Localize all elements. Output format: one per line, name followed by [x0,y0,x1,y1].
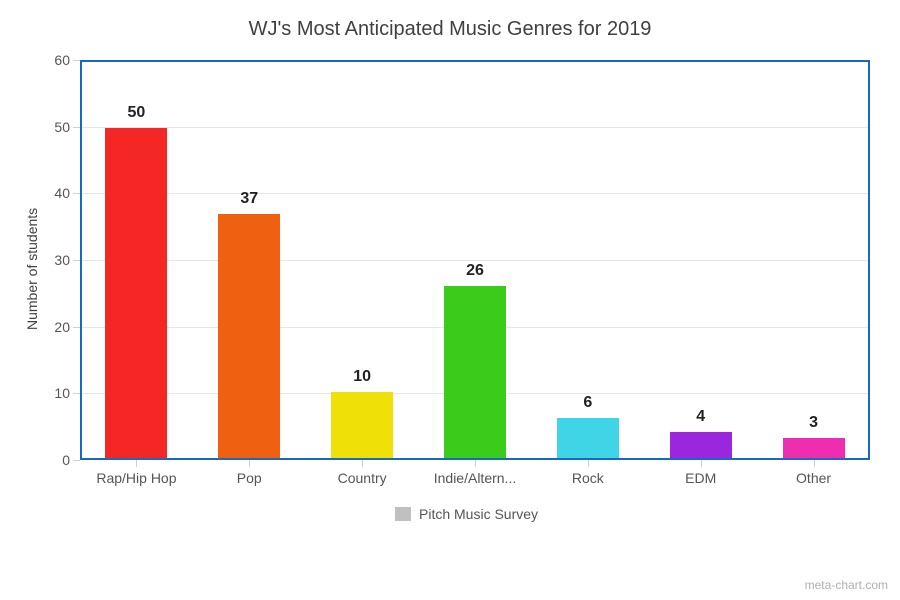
x-tick-label: Country [310,470,415,486]
value-label: 50 [106,104,166,122]
y-tick-mark [73,60,80,61]
legend-label: Pitch Music Survey [419,506,538,522]
x-tick-label: Other [761,470,866,486]
y-tick-mark [73,393,80,394]
y-tick-label: 10 [54,385,70,401]
value-label: 26 [445,262,505,280]
chart-container: WJ's Most Anticipated Music Genres for 2… [0,0,900,600]
value-label: 10 [332,368,392,386]
bar [105,128,167,458]
x-tick-mark [701,460,702,467]
bar [557,418,619,458]
credit-text: meta-chart.com [805,578,888,592]
x-tick-mark [249,460,250,467]
grid-line [82,193,868,194]
bar [331,392,393,458]
y-tick-label: 60 [54,52,70,68]
value-label: 6 [558,394,618,412]
x-tick-mark [475,460,476,467]
y-tick-label: 50 [54,119,70,135]
x-tick-label: Rap/Hip Hop [84,470,189,486]
grid-line [82,260,868,261]
legend-swatch [395,507,411,521]
y-tick-mark [73,127,80,128]
x-tick-mark [814,460,815,467]
value-label: 3 [784,414,844,432]
y-tick-label: 30 [54,252,70,268]
y-tick-label: 0 [62,452,70,468]
x-tick-mark [362,460,363,467]
value-label: 4 [671,408,731,426]
bar [783,438,845,458]
y-tick-label: 40 [54,185,70,201]
chart-legend: Pitch Music Survey [395,506,538,522]
x-tick-label: EDM [648,470,753,486]
x-tick-mark [588,460,589,467]
x-tick-label: Pop [197,470,302,486]
value-label: 37 [219,190,279,208]
x-tick-label: Rock [535,470,640,486]
y-tick-mark [73,327,80,328]
bar [444,286,506,458]
bar [670,432,732,458]
chart-title: WJ's Most Anticipated Music Genres for 2… [0,18,900,41]
x-tick-mark [136,460,137,467]
bar [218,214,280,458]
y-tick-mark [73,260,80,261]
y-tick-mark [73,460,80,461]
x-tick-label: Indie/Altern... [423,470,528,486]
y-axis-label: Number of students [24,208,40,330]
grid-line [82,127,868,128]
y-tick-mark [73,193,80,194]
y-tick-label: 20 [54,319,70,335]
